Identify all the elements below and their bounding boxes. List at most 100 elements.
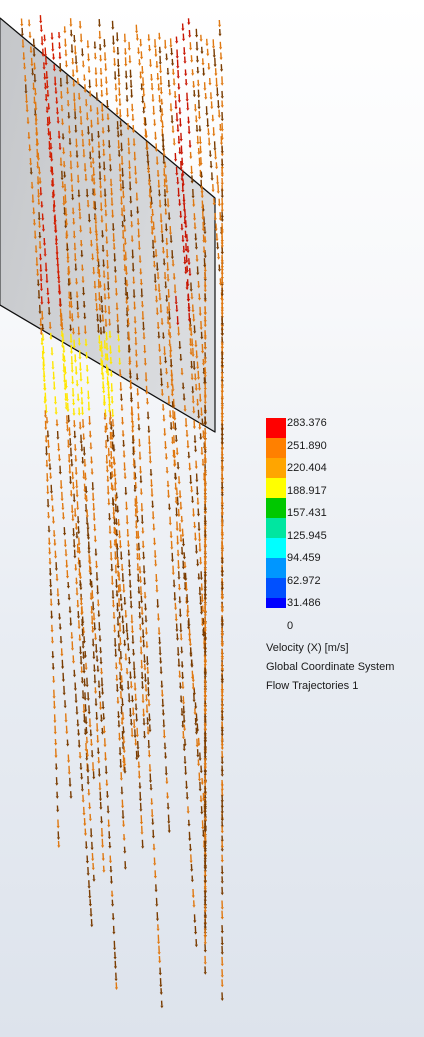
trajectory-arrowhead — [181, 725, 185, 728]
legend-swatch — [266, 518, 286, 538]
trajectory-arrowhead — [199, 602, 203, 606]
trajectory-arrowhead — [196, 502, 200, 506]
trajectory-arrowhead — [190, 366, 194, 369]
trajectory-arrowhead — [121, 816, 125, 820]
trajectory-arrowhead — [208, 83, 212, 86]
trajectory-arrowhead — [220, 151, 224, 154]
trajectory-arrowhead — [151, 517, 155, 520]
trajectory-arrowhead — [65, 234, 69, 238]
trajectory-arrowhead — [119, 189, 123, 192]
trajectory-arrowhead — [103, 288, 107, 292]
trajectory-arrowhead — [80, 612, 84, 616]
trajectory-arrowhead — [132, 477, 137, 481]
trajectory-arrowhead — [52, 534, 56, 538]
trajectory-arrowhead — [187, 22, 191, 26]
trajectory-arrowhead — [61, 345, 65, 348]
trajectory-arrowhead — [153, 45, 157, 49]
trajectory-arrowhead — [220, 358, 224, 361]
trajectory-arrowhead — [56, 809, 60, 813]
trajectory-arrowhead — [72, 499, 76, 503]
trajectory-arrowhead — [181, 736, 186, 740]
trajectory-arrowhead — [194, 932, 198, 935]
trajectory-arrowhead — [83, 331, 87, 335]
trajectory-arrowhead — [152, 255, 156, 259]
trajectory-arrowhead — [156, 605, 160, 609]
trajectory-arrowhead — [70, 636, 74, 640]
trajectory-arrowhead — [88, 904, 92, 907]
trajectory-arrowhead — [184, 83, 188, 86]
trajectory-arrowhead — [92, 879, 96, 882]
trajectory-arrowhead — [68, 305, 72, 308]
trajectory-arrowhead — [61, 359, 65, 362]
trajectory-arrowhead — [220, 195, 224, 199]
trajectory-arrowhead — [207, 67, 211, 71]
trajectory-arrowhead — [220, 917, 224, 920]
trajectory-arrowhead — [193, 218, 197, 221]
trajectory-arrowhead — [199, 800, 203, 803]
legend-swatch — [266, 438, 286, 458]
legend-swatch — [266, 558, 286, 578]
trajectory-arrowhead — [207, 133, 211, 136]
trajectory-arrowhead — [87, 408, 91, 412]
trajectory-arrowhead — [110, 193, 114, 196]
trajectory-arrowhead — [116, 510, 120, 514]
trajectory-arrowhead — [97, 24, 102, 28]
trajectory-arrowhead — [109, 870, 113, 873]
trajectory-arrowhead — [75, 145, 79, 148]
trajectory-arrowhead — [176, 653, 180, 657]
trajectory-arrowhead — [159, 984, 163, 988]
trajectory-arrowhead — [101, 118, 105, 122]
trajectory-arrowhead — [220, 96, 224, 99]
trajectory-arrowhead — [43, 87, 48, 90]
trajectory-arrowhead — [85, 356, 89, 360]
trajectory-arrowhead — [111, 488, 115, 492]
trajectory-arrowhead — [31, 200, 35, 204]
trajectory-arrowhead — [131, 118, 135, 122]
trajectory-arrowhead — [91, 488, 95, 491]
trajectory-arrowhead — [71, 661, 76, 664]
trajectory-arrowhead — [82, 720, 87, 724]
trajectory-arrowhead — [140, 521, 144, 525]
trajectory-arrowhead — [165, 372, 169, 375]
trajectory-arrowhead — [189, 333, 193, 337]
trajectory-arrowhead — [173, 477, 177, 480]
trajectory-arrowhead — [87, 560, 91, 564]
trajectory-arrowhead — [220, 390, 224, 394]
trajectory-arrowhead — [220, 881, 224, 884]
trajectory-arrowhead — [142, 111, 146, 114]
trajectory-arrowhead — [133, 735, 137, 739]
trajectory-arrowhead — [46, 435, 50, 438]
trajectory-arrowhead — [192, 905, 196, 908]
trajectory-arrowhead — [220, 489, 224, 493]
trajectory-arrowhead — [93, 539, 97, 543]
trajectory-arrowhead — [163, 747, 167, 750]
trajectory-arrowhead — [187, 626, 191, 630]
trajectory-arrowhead — [178, 675, 182, 679]
trajectory-arrowhead — [185, 600, 189, 604]
trajectory-arrowhead — [175, 452, 179, 456]
trajectory-arrowhead — [103, 417, 107, 421]
trajectory-arrowhead — [99, 719, 104, 723]
trajectory-arrowhead — [220, 523, 224, 527]
trajectory-arrowhead — [136, 393, 140, 397]
trajectory-arrowhead — [37, 296, 41, 300]
trajectory-arrowhead — [132, 143, 136, 147]
trajectory-arrowhead — [203, 728, 207, 732]
trajectory-arrowhead — [182, 398, 186, 401]
trajectory-arrowhead — [96, 330, 101, 334]
trajectory-arrowhead — [60, 498, 64, 502]
trajectory-arrowhead — [178, 124, 183, 128]
trajectory-arrowhead — [159, 83, 163, 86]
trajectory-arrowhead — [178, 346, 182, 350]
trajectory-arrowhead — [191, 310, 195, 313]
trajectory-arrowhead — [50, 498, 54, 502]
trajectory-arrowhead — [84, 846, 88, 850]
trajectory-arrowhead — [133, 688, 137, 692]
trajectory-arrowhead — [44, 440, 48, 443]
trajectory-arrowhead — [182, 203, 186, 206]
trajectory-arrowhead — [161, 126, 165, 129]
trajectory-arrowhead — [120, 568, 124, 572]
trajectory-arrowhead — [107, 836, 111, 840]
trajectory-arrowhead — [88, 725, 92, 728]
